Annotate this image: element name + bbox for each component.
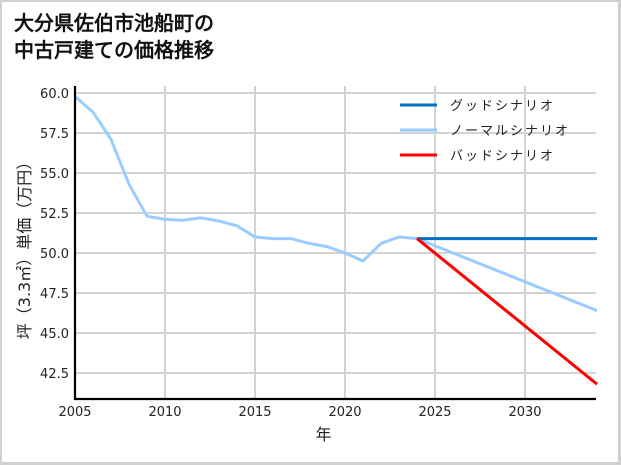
title-line-2: 中古戸建ての価格推移 bbox=[14, 38, 214, 62]
y-tick-label: 45.0 bbox=[40, 327, 69, 342]
y-tick-label: 52.5 bbox=[40, 207, 69, 222]
x-tick-label: 2020 bbox=[328, 405, 361, 420]
series-line bbox=[74, 95, 598, 312]
title-line-1: 大分県佐伯市池船町の bbox=[14, 11, 214, 35]
y-tick-label: 50.0 bbox=[40, 247, 69, 262]
y-tick-label: 60.0 bbox=[40, 87, 69, 102]
legend-label: グッドシナリオ bbox=[450, 99, 555, 114]
x-tick-label: 2010 bbox=[148, 405, 181, 420]
y-tick-label: 47.5 bbox=[40, 287, 69, 302]
x-tick-label: 2025 bbox=[418, 405, 451, 420]
y-tick-label: 57.5 bbox=[40, 127, 69, 142]
y-tick-label: 55.0 bbox=[40, 167, 69, 182]
legend-label: ノーマルシナリオ bbox=[450, 124, 570, 139]
y-tick-label: 42.5 bbox=[40, 367, 69, 382]
y-axis-label: 坪（3.3㎡）単価（万円） bbox=[15, 154, 34, 339]
x-axis-label: 年 bbox=[315, 425, 331, 444]
x-tick-label: 2005 bbox=[58, 405, 91, 420]
legend-label: バッドシナリオ bbox=[450, 149, 555, 164]
series-line bbox=[416, 237, 598, 386]
x-tick-label: 2030 bbox=[508, 405, 541, 420]
chart-title: 大分県佐伯市池船町の 中古戸建ての価格推移 bbox=[14, 10, 214, 64]
x-tick-label: 2015 bbox=[238, 405, 271, 420]
